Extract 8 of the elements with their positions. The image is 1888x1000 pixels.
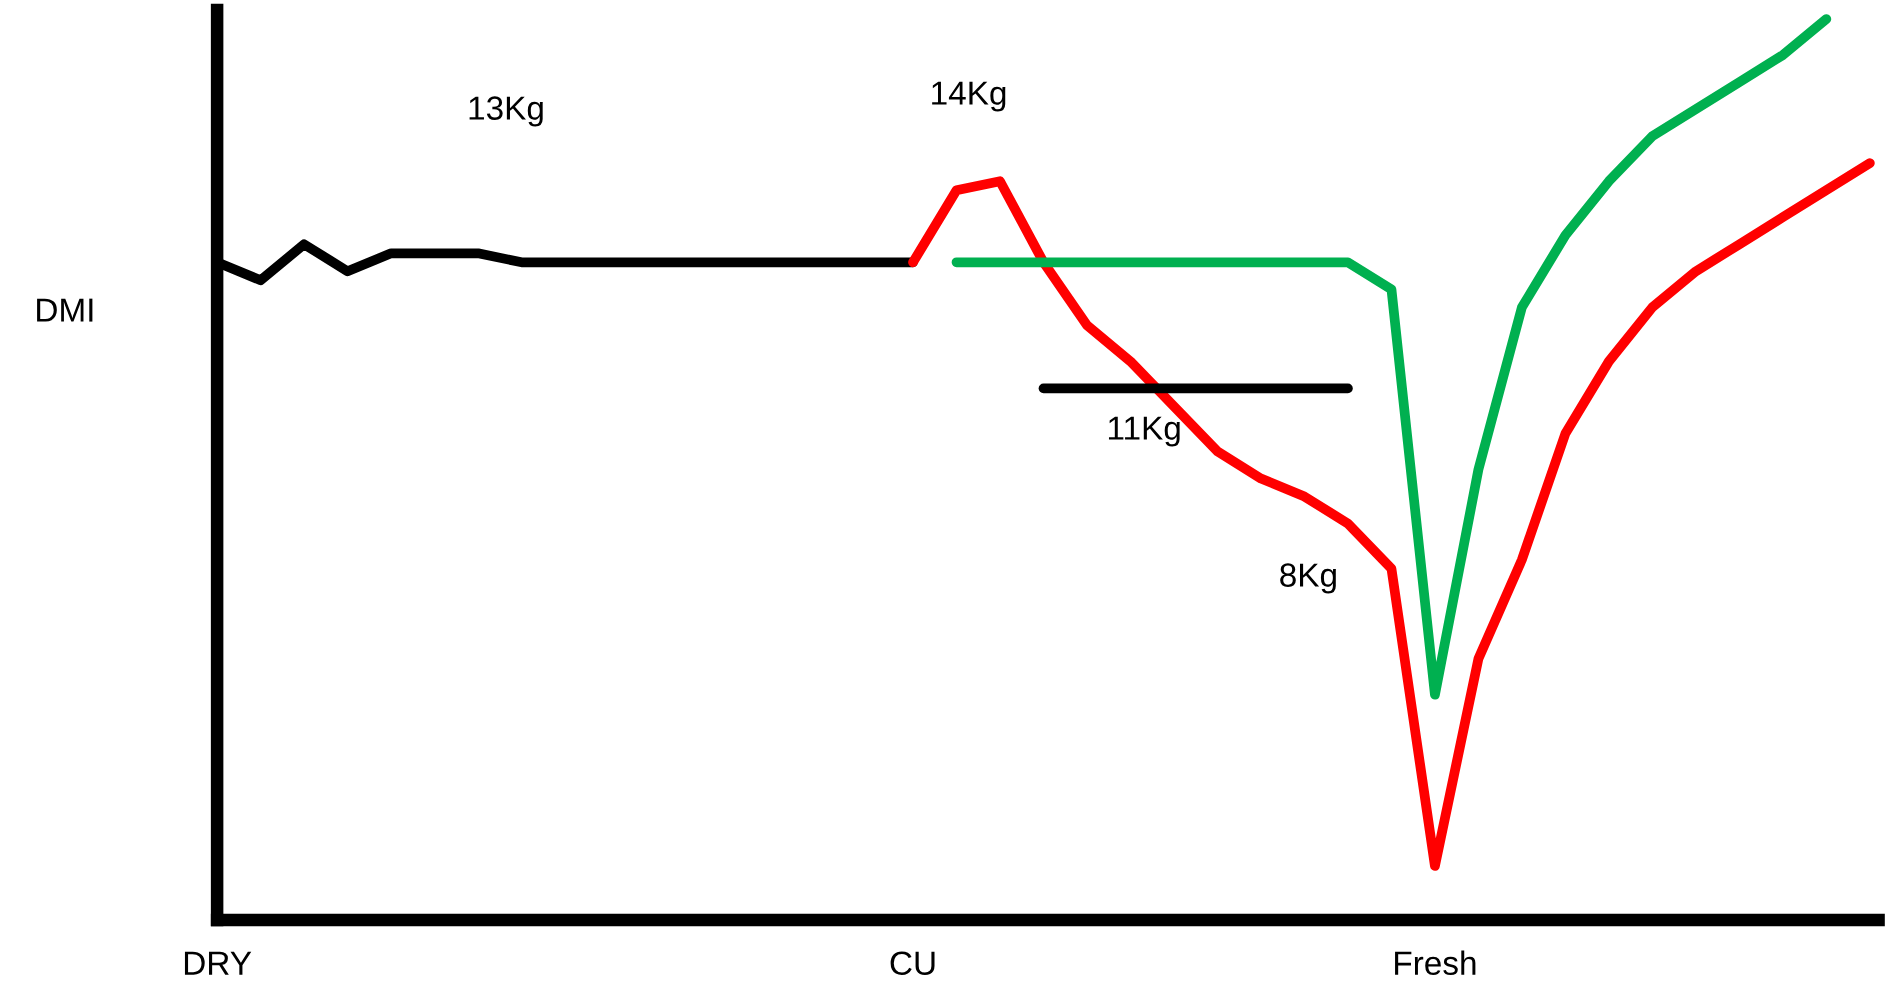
y-axis-title: DMI	[37, 298, 93, 322]
annotation: 8Kg	[1280, 563, 1336, 594]
x-tick-label: Fresh	[1395, 950, 1476, 976]
x-tick-label: CU	[890, 951, 935, 976]
annotation: 11Kg	[1108, 416, 1180, 447]
x-tick-label: DRY	[184, 951, 252, 975]
annotation: 14Kg	[932, 81, 1006, 112]
annotation: 13Kg	[469, 96, 543, 127]
